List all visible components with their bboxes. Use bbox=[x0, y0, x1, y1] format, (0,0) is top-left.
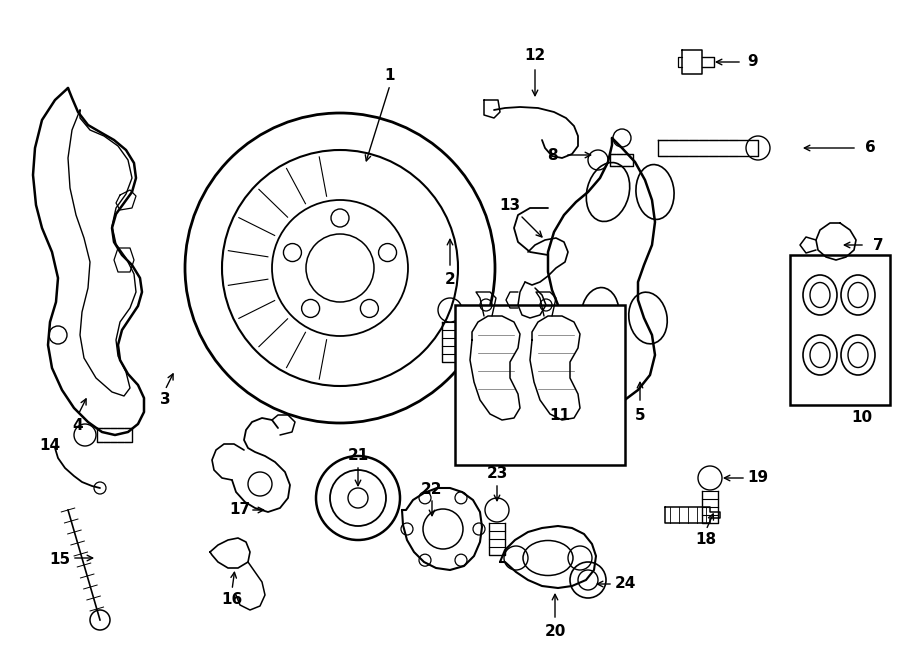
Text: 15: 15 bbox=[50, 553, 70, 568]
Text: 4: 4 bbox=[73, 418, 84, 432]
Text: 8: 8 bbox=[546, 147, 557, 163]
Text: 19: 19 bbox=[747, 471, 769, 485]
Text: 10: 10 bbox=[851, 410, 873, 426]
Text: 11: 11 bbox=[550, 407, 571, 422]
Text: 20: 20 bbox=[544, 625, 566, 639]
Text: 21: 21 bbox=[347, 447, 369, 463]
Text: 14: 14 bbox=[40, 438, 60, 453]
Text: 3: 3 bbox=[159, 393, 170, 407]
Text: 1: 1 bbox=[385, 67, 395, 83]
Text: 13: 13 bbox=[500, 198, 520, 212]
Text: 2: 2 bbox=[445, 272, 455, 288]
Bar bbox=[455, 305, 625, 465]
Text: 9: 9 bbox=[748, 54, 759, 69]
Text: 12: 12 bbox=[525, 48, 545, 63]
Text: 7: 7 bbox=[873, 237, 883, 253]
Text: 16: 16 bbox=[221, 592, 243, 607]
Text: 22: 22 bbox=[421, 483, 443, 498]
Text: 23: 23 bbox=[486, 465, 508, 481]
Text: 24: 24 bbox=[615, 576, 635, 592]
Text: 18: 18 bbox=[696, 533, 716, 547]
Text: 6: 6 bbox=[865, 141, 876, 155]
Bar bbox=[790, 255, 890, 405]
Text: 5: 5 bbox=[634, 407, 645, 422]
Text: 17: 17 bbox=[230, 502, 250, 518]
